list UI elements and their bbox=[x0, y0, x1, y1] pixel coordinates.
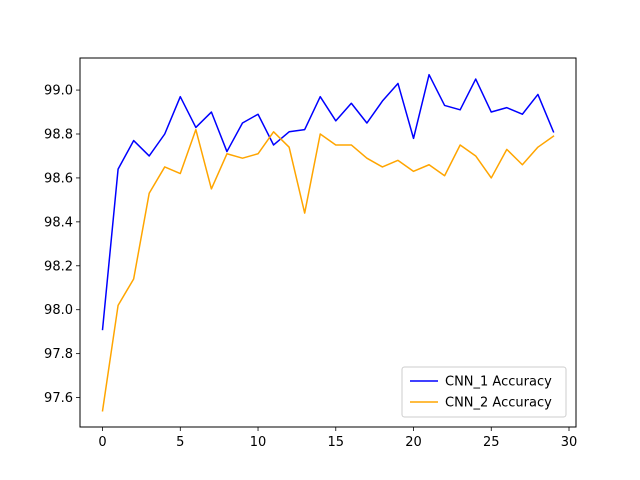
series-line-2 bbox=[101, 128, 555, 412]
x-tick-label: 15 bbox=[328, 435, 345, 450]
y-tick-label: 99.0 bbox=[44, 84, 73, 99]
legend-label-1: CNN_1 Accuracy bbox=[445, 375, 552, 390]
x-tick-label: 25 bbox=[483, 435, 500, 450]
x-tick-label: 0 bbox=[98, 435, 106, 450]
x-tick-label: 5 bbox=[176, 435, 184, 450]
x-tick-label: 10 bbox=[250, 435, 267, 450]
y-tick-label: 98.2 bbox=[44, 259, 73, 274]
legend-label-2: CNN_2 Accuracy bbox=[445, 396, 552, 411]
x-tick-label: 20 bbox=[405, 435, 422, 450]
y-tick-label: 98.4 bbox=[44, 215, 73, 230]
series-line-1 bbox=[101, 73, 555, 331]
x-axis: 0 5 10 15 20 25 30 bbox=[98, 427, 577, 450]
y-tick-label: 98.6 bbox=[44, 171, 73, 186]
axes-frame bbox=[79, 57, 577, 428]
plot-lines bbox=[101, 73, 555, 412]
y-axis: 97.6 97.8 98.0 98.2 98.4 98.6 98.8 99.0 bbox=[44, 84, 80, 406]
legend: CNN_1 Accuracy CNN_2 Accuracy bbox=[401, 366, 567, 418]
y-tick-label: 97.6 bbox=[44, 391, 73, 406]
legend-box bbox=[401, 366, 567, 418]
x-tick-label: 30 bbox=[561, 435, 578, 450]
y-tick-label: 97.8 bbox=[44, 347, 73, 362]
y-tick-label: 98.8 bbox=[44, 127, 73, 142]
y-tick-label: 98.0 bbox=[44, 303, 73, 318]
